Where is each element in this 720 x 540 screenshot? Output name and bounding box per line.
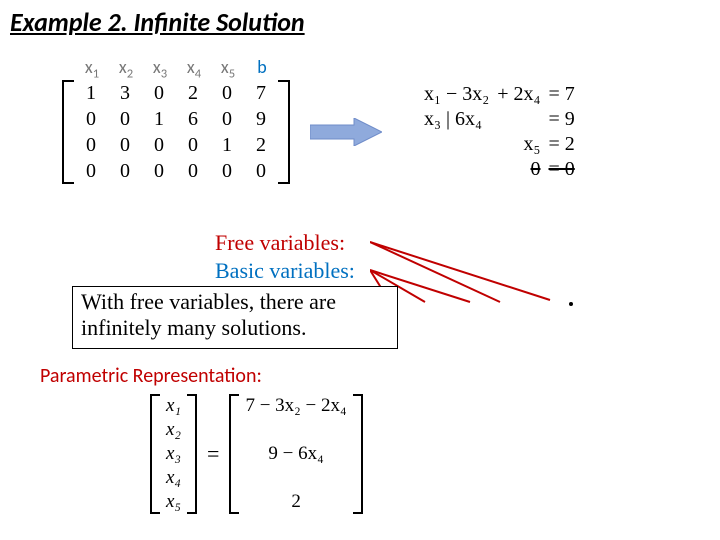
equation-row: x₁ − 3x₂ + 2x₄ = 7	[420, 82, 579, 107]
table-row: 1 3 0 2 0 7	[74, 80, 278, 106]
matrix-table: 1 3 0 2 0 7 0 0 1 6 0 9 0 0 0 0 1 2	[74, 80, 278, 184]
header-x3: x3	[143, 56, 177, 82]
table-row: 0 0 1 6 0 9	[74, 106, 278, 132]
table-row: 0 0 0 0 1 2	[74, 132, 278, 158]
free-variables-label: Free variables:	[215, 230, 345, 256]
bracket-right	[353, 394, 363, 514]
parametric-equation: x₁ x₂ x₃ x₄ x₅ = 7 − 3x₂ − 2x₄ 9 − 6x₄ 2	[150, 394, 363, 514]
slide-title: Example 2. Infinite Solution	[10, 6, 305, 38]
header-x1: x1	[75, 56, 109, 82]
annotation-lines	[370, 232, 620, 312]
bracket-left	[62, 80, 74, 184]
param-right-vector: 7 − 3x₂ − 2x₄ 9 − 6x₄ 2	[239, 394, 352, 514]
bracket-left	[229, 394, 239, 514]
header-x4: x4	[177, 56, 211, 82]
dot-icon	[569, 302, 573, 306]
augmented-matrix: 1 3 0 2 0 7 0 0 1 6 0 9 0 0 0 0 1 2	[62, 80, 290, 184]
header-x5: x5	[211, 56, 245, 82]
equation-row: x₃ | 6x₄ = 9	[420, 107, 579, 132]
param-left-vector: x₁ x₂ x₃ x₄ x₅	[160, 394, 187, 514]
bracket-right	[187, 394, 197, 514]
slide: Example 2. Infinite Solution x1 x2 x3 x4…	[0, 0, 720, 540]
note-box: With free variables, there are infinitel…	[72, 286, 398, 349]
basic-variables-label: Basic variables:	[215, 258, 355, 284]
arrow-icon	[310, 118, 382, 146]
header-b: b	[245, 56, 279, 82]
matrix-column-headers: x1 x2 x3 x4 x5 b	[75, 56, 279, 82]
header-x2: x2	[109, 56, 143, 82]
equation-row: x₅ = 2	[420, 132, 579, 157]
table-row: 0 0 0 0 0 0	[74, 158, 278, 184]
bracket-left	[150, 394, 160, 514]
parametric-label: Parametric Representation:	[40, 364, 262, 388]
bracket-right	[278, 80, 290, 184]
equals-sign: =	[197, 441, 229, 467]
equation-row: 0 = 0	[420, 157, 579, 182]
equation-system: x₁ − 3x₂ + 2x₄ = 7 x₃ | 6x₄ = 9 x₅ = 2 0…	[420, 82, 579, 182]
